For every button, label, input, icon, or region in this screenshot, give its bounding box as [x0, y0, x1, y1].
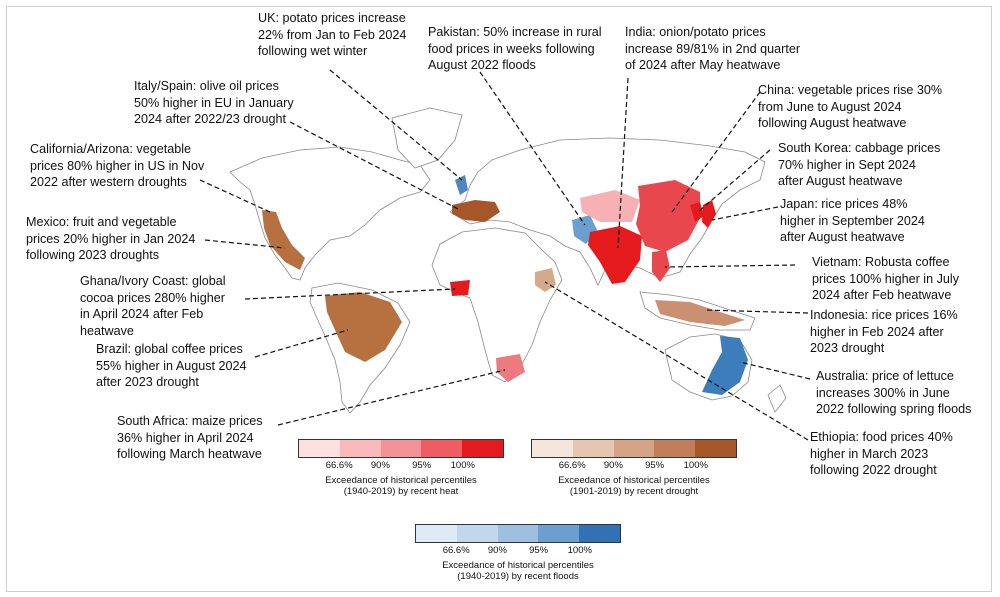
annotation-south-korea: South Korea: cabbage prices 70% higher i… [778, 141, 941, 188]
legend-floods-tick: 90% [487, 545, 507, 556]
legend-floods-colorbar [415, 524, 621, 543]
legend-drought-bin [572, 440, 614, 457]
leader-south-africa [277, 369, 506, 426]
central-asia-heat-region [580, 190, 640, 222]
legend-drought-tick: 66.6% [558, 460, 586, 471]
greenland-outline [391, 107, 463, 169]
annotation-italy-spain: Italy/Spain: olive oil prices 50% higher… [134, 79, 294, 126]
indonesia-drought-region [655, 300, 745, 326]
annotation-uk: UK: potato prices increase 22% from Jan … [258, 11, 407, 58]
legend-drought-bin [532, 440, 573, 457]
korea-heat-region [690, 202, 704, 222]
legend-floods-tick: 95% [529, 545, 549, 556]
spain-italy-drought-region [452, 200, 500, 222]
brazil-drought-region [325, 292, 402, 362]
legend-floods-bin [456, 525, 498, 542]
california-mexico-drought-region [262, 210, 305, 270]
legend-heat-caption: Exceedance of historical percentiles (19… [325, 475, 477, 497]
annotation-california-arizona: California/Arizona: vegetable prices 80%… [30, 142, 205, 189]
australia-flood-region [702, 336, 748, 395]
figure-frame [6, 6, 992, 592]
legend-drought: 66.6% 90% 95% 100% Exceedance of histori… [531, 439, 737, 497]
annotation-vietnam: Vietnam: Robusta coffee prices 100% high… [812, 255, 960, 302]
leader-vietnam [664, 264, 796, 268]
annotation-china: China: vegetable prices rise 30% from Ju… [758, 83, 943, 130]
legend-drought-bin [613, 440, 655, 457]
legend-drought-caption: Exceedance of historical percentiles (19… [558, 475, 710, 497]
north-america-outline [229, 146, 431, 281]
annotation-australia: Australia: price of lettuce increases 30… [816, 369, 972, 416]
legend-drought-tick: 100% [683, 460, 708, 471]
annotation-indonesia: Indonesia: rice prices 16% higher in Feb… [810, 308, 958, 355]
legend-heat-bin [421, 440, 463, 457]
legend-heat-tick: 100% [450, 460, 475, 471]
legend-floods-bin [538, 525, 580, 542]
vietnam-heat-region [652, 250, 670, 282]
leader-uk [329, 69, 463, 181]
china-heat-region [636, 180, 700, 252]
south-africa-heat-region [496, 354, 525, 382]
leader-mexico [204, 239, 286, 249]
annotation-india: India: onion/potato prices increase 89/8… [625, 25, 801, 72]
legend-floods-bin [579, 525, 620, 542]
legend-heat-colorbar [298, 439, 504, 458]
leader-pakistan [479, 71, 586, 226]
legend-heat-bin [299, 440, 340, 457]
legend-heat-bin [462, 440, 503, 457]
ghana-heat-region [450, 280, 470, 296]
legend-floods-bin [497, 525, 539, 542]
legend-heat: 66.6% 90% 95% 100% Exceedance of histori… [298, 439, 504, 497]
uk-flood-region [455, 175, 468, 195]
legend-drought-tick: 95% [645, 460, 665, 471]
legend-floods: 66.6% 90% 95% 100% Exceedance of histori… [415, 524, 621, 582]
leader-indonesia [704, 309, 809, 314]
legend-floods-caption: Exceedance of historical percentiles (19… [442, 560, 594, 582]
legend-drought-tick: 90% [603, 460, 623, 471]
leader-brazil [254, 329, 349, 358]
leader-india [617, 77, 629, 249]
legend-heat-bin [380, 440, 422, 457]
leader-ethiopia [544, 281, 809, 441]
leader-ghana [244, 288, 456, 300]
annotation-south-africa: South Africa: maize prices 36% higher in… [117, 414, 263, 461]
annotation-ethiopia: Ethiopia: food prices 40% higher in Marc… [810, 430, 953, 477]
legend-drought-bin [654, 440, 696, 457]
annotation-mexico: Mexico: fruit and vegetable prices 20% h… [26, 215, 196, 262]
leader-japan [711, 206, 779, 221]
legend-heat-bin [339, 440, 381, 457]
leader-australia [739, 361, 811, 380]
japan-heat-region [702, 200, 716, 228]
leader-lines [199, 69, 811, 441]
legend-heat-tick: 95% [412, 460, 432, 471]
shaded-regions [262, 175, 748, 395]
legend-floods-tick: 100% [567, 545, 592, 556]
new-zealand-outline [767, 384, 787, 413]
annotation-japan: Japan: rice prices 48% higher in Septemb… [780, 197, 925, 244]
legend-heat-tick: 90% [370, 460, 390, 471]
leader-california [199, 179, 271, 213]
legend-floods-tick: 66.6% [442, 545, 470, 556]
legend-drought-bin [695, 440, 736, 457]
legend-floods-bin [416, 525, 457, 542]
legend-drought-colorbar [531, 439, 737, 458]
annotation-brazil: Brazil: global coffee prices 55% higher … [96, 342, 247, 389]
leader-china [671, 91, 761, 213]
legend-heat-tick: 66.6% [325, 460, 353, 471]
annotation-pakistan: Pakistan: 50% increase in rural food pri… [428, 25, 602, 72]
annotation-ghana-ivory-coast: Ghana/Ivory Coast: global cocoa prices 2… [80, 274, 226, 338]
india-heat-region [588, 226, 642, 284]
